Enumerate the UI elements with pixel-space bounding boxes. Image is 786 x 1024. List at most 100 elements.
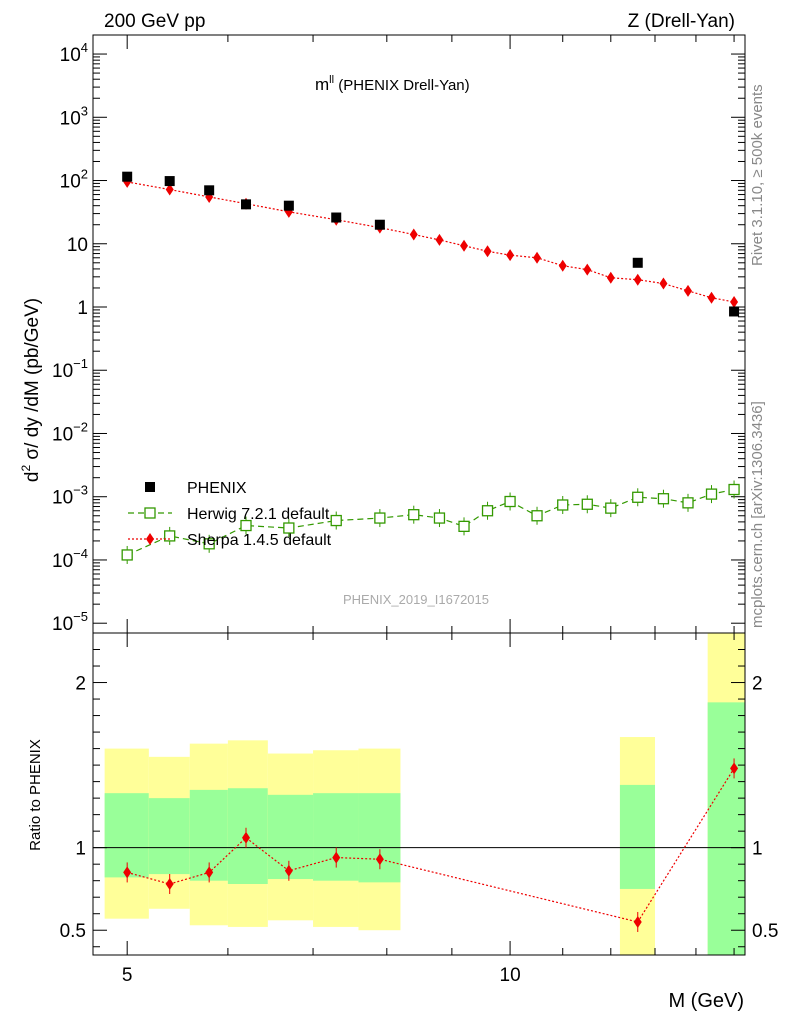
- herwig-point: [605, 502, 617, 514]
- top-y-tick-exp: −2: [73, 419, 88, 434]
- herwig-point: [657, 493, 670, 505]
- top-y-tick-label: 10−1: [52, 356, 88, 382]
- herwig-point: [557, 499, 569, 511]
- ratio-sherpa-point: [242, 831, 251, 844]
- ratio-sherpa-point: [730, 762, 739, 775]
- ratio-sherpa-point: [165, 877, 174, 890]
- herwig-point: [504, 495, 516, 508]
- herwig-point: [121, 549, 133, 561]
- phenix-point: [729, 306, 740, 317]
- herwig-point: [632, 491, 644, 503]
- top-y-tick-base: 10: [60, 45, 81, 66]
- ylabel-part-2: 2: [19, 465, 33, 472]
- sherpa-point: [583, 263, 592, 276]
- x-axis-label: M (GeV): [668, 990, 744, 1012]
- top-y-tick-exp: 4: [81, 40, 88, 55]
- phenix-point: [241, 199, 252, 210]
- herwig-point: [240, 519, 252, 532]
- phenix-point: [122, 171, 133, 182]
- herwig-point: [203, 538, 215, 550]
- sherpa-point: [707, 291, 716, 304]
- top-y-tick-label: 10−5: [52, 609, 88, 635]
- legend-label: Sherpa 1.4.5 default: [187, 532, 332, 549]
- herwig-line: [126, 488, 735, 556]
- top-y-tick-label: 104: [60, 40, 88, 66]
- top-y-tick-base: 10: [52, 424, 73, 445]
- top-y-tick-label: 10: [67, 235, 88, 256]
- ratio-y-tick-label-left: 2: [75, 674, 86, 695]
- top-y-tick-base: 10: [67, 235, 88, 256]
- sherpa-line: [127, 181, 735, 303]
- sherpa-point: [684, 284, 693, 297]
- top-y-tick-base: 10: [52, 488, 73, 509]
- mcplots-label: mcplots.cern.ch [arXiv:1306.3436]: [749, 401, 766, 628]
- top-y-tick-base: 10: [52, 551, 73, 572]
- rivet-label: Rivet 3.1.10, ≥ 500k events: [749, 84, 766, 266]
- ratio-y-tick-label-left: 1: [75, 839, 86, 860]
- top-y-tick-label: 10−4: [52, 546, 88, 572]
- ylabel-part-1: d: [22, 472, 43, 483]
- sherpa-point: [659, 277, 668, 290]
- header-left: 200 GeV pp: [104, 11, 205, 32]
- herwig-point: [408, 509, 420, 521]
- legend-label: Herwig 7.2.1 default: [187, 506, 330, 523]
- plot-title-main: m: [315, 75, 329, 94]
- ratio-sherpa-point: [123, 866, 132, 879]
- top-y-tick-base: 10: [52, 614, 73, 635]
- sherpa-point: [730, 295, 739, 308]
- phenix-point: [204, 185, 215, 196]
- legend-label: PHENIX: [187, 480, 247, 497]
- ratio-band-green: [148, 798, 190, 875]
- ratio-x-tick-label: 5: [122, 965, 133, 986]
- herwig-point: [330, 514, 342, 527]
- sherpa-point: [435, 233, 444, 246]
- legend-sherpa-marker: [146, 533, 154, 545]
- top-y-tick-base: 10: [60, 108, 81, 129]
- legend-phenix-marker: [145, 482, 155, 492]
- sherpa-point: [409, 228, 418, 241]
- ratio-sherpa-point: [375, 853, 384, 866]
- legend-herwig-marker: [144, 507, 156, 519]
- ratio-sherpa-point: [284, 864, 293, 877]
- sherpa-point: [506, 249, 515, 262]
- top-y-axis-label: d2 σ/ dy /dM (pb/GeV): [19, 298, 43, 482]
- ratio-x-tick-label: 10: [500, 965, 521, 986]
- ratio-plot: 0.5 0.5 1 1 2 2 5 10: [60, 632, 778, 986]
- ratio-band-green: [267, 794, 314, 880]
- herwig-point: [374, 512, 386, 524]
- ylabel-part-3: σ/ dy /dM (pb/GeV): [22, 298, 43, 465]
- top-plot: 10−510−410−310−210−1110102103104PHENIXHe…: [52, 34, 746, 635]
- ratio-sherpa-point: [633, 915, 642, 928]
- phenix-point: [164, 176, 175, 187]
- top-y-tick-exp: 2: [81, 167, 88, 182]
- top-y-tick-base: 1: [77, 298, 88, 319]
- top-y-tick-exp: −4: [73, 546, 88, 561]
- herwig-point: [728, 483, 740, 496]
- phenix-point: [632, 257, 643, 268]
- plot-title-sup: ll: [329, 74, 334, 86]
- top-y-tick-exp: −5: [73, 609, 88, 624]
- top-y-tick-label: 10−2: [52, 419, 88, 445]
- phenix-point: [283, 200, 294, 211]
- ratio-plot-frame: [92, 632, 746, 956]
- herwig-point: [705, 488, 718, 500]
- ratio-y-tick-label-right: 2: [752, 674, 763, 695]
- herwig-point: [682, 497, 694, 509]
- plot-title-rest: (PHENIX Drell-Yan): [334, 77, 470, 94]
- top-y-tick-exp: 3: [81, 103, 88, 118]
- ratio-band-green: [619, 784, 656, 889]
- ratio-sherpa-point: [332, 851, 341, 864]
- sherpa-point: [165, 183, 174, 196]
- sherpa-point: [533, 251, 542, 264]
- top-y-tick-base: 10: [60, 172, 81, 193]
- top-y-tick-label: 10−3: [52, 483, 88, 509]
- sherpa-point: [558, 259, 567, 272]
- phenix-point: [331, 212, 342, 223]
- herwig-point: [531, 510, 543, 522]
- ratio-sherpa-point: [205, 866, 214, 879]
- ratio-band-green: [707, 702, 745, 955]
- ratio-y-axis-label: Ratio to PHENIX: [27, 739, 44, 851]
- herwig-point: [581, 498, 593, 510]
- ratio-y-tick-label-right: 1: [752, 839, 763, 860]
